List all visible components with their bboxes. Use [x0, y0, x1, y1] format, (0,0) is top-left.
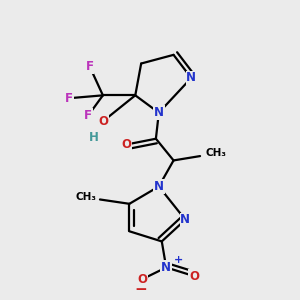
Text: O: O: [98, 115, 108, 128]
Text: O: O: [122, 138, 131, 151]
Text: CH₃: CH₃: [76, 192, 97, 202]
Text: N: N: [154, 106, 164, 119]
Text: +: +: [174, 255, 183, 265]
Text: F: F: [65, 92, 73, 105]
Text: N: N: [186, 71, 196, 85]
Text: N: N: [180, 213, 190, 226]
Text: F: F: [85, 60, 94, 73]
Text: H: H: [89, 131, 99, 144]
Text: O: O: [138, 272, 148, 286]
Text: CH₃: CH₃: [206, 148, 227, 158]
Text: F: F: [84, 109, 92, 122]
Text: N: N: [154, 180, 164, 193]
Text: N: N: [161, 261, 171, 274]
Text: O: O: [189, 270, 199, 283]
Text: −: −: [135, 282, 148, 297]
